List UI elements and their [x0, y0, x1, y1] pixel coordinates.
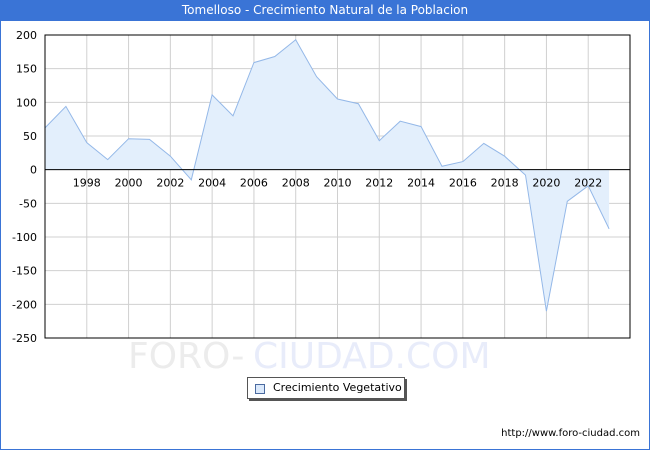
- legend-label: Crecimiento Vegetativo: [273, 381, 402, 394]
- svg-text:2010: 2010: [324, 177, 352, 190]
- svg-text:2014: 2014: [407, 177, 435, 190]
- svg-text:2012: 2012: [365, 177, 393, 190]
- axes: [44, 34, 631, 339]
- chart-title: Tomelloso - Crecimiento Natural de la Po…: [0, 0, 650, 21]
- watermark: FORO- CIUDAD.COM: [128, 336, 491, 377]
- svg-text:100: 100: [16, 96, 37, 109]
- svg-text:2002: 2002: [156, 177, 184, 190]
- svg-text:200: 200: [16, 29, 37, 42]
- svg-text:-200: -200: [12, 298, 37, 311]
- y-axis-ticks: 200 150 100 50 0 -50 -100 -150 -200 -250: [12, 29, 37, 345]
- source-url: http://www.foro-ciudad.com: [501, 428, 640, 439]
- svg-text:1998: 1998: [73, 177, 101, 190]
- svg-text:CIUDAD.COM: CIUDAD.COM: [253, 336, 491, 377]
- area-fill: [45, 39, 610, 312]
- legend-swatch-icon: [255, 384, 265, 394]
- svg-text:-100: -100: [12, 231, 37, 244]
- data-line: [44, 38, 610, 312]
- svg-text:2016: 2016: [449, 177, 477, 190]
- legend: Crecimiento Vegetativo: [247, 377, 405, 399]
- svg-text:2006: 2006: [240, 177, 268, 190]
- svg-text:-250: -250: [12, 332, 37, 345]
- svg-text:2022: 2022: [574, 177, 602, 190]
- svg-text:2000: 2000: [115, 177, 143, 190]
- svg-text:50: 50: [23, 130, 37, 143]
- x-axis-ticks: 1998 2000 2002 2004 2006 2008 2010 2012 2014 2016…: [73, 177, 602, 190]
- svg-text:2020: 2020: [532, 177, 560, 190]
- svg-text:-50: -50: [19, 197, 37, 210]
- svg-text:0: 0: [30, 164, 37, 177]
- svg-text:150: 150: [16, 63, 37, 76]
- svg-text:-150: -150: [12, 265, 37, 278]
- svg-text:2008: 2008: [282, 177, 310, 190]
- svg-text:2004: 2004: [198, 177, 226, 190]
- svg-text:2018: 2018: [491, 177, 519, 190]
- svg-text:FORO-: FORO-: [128, 336, 244, 377]
